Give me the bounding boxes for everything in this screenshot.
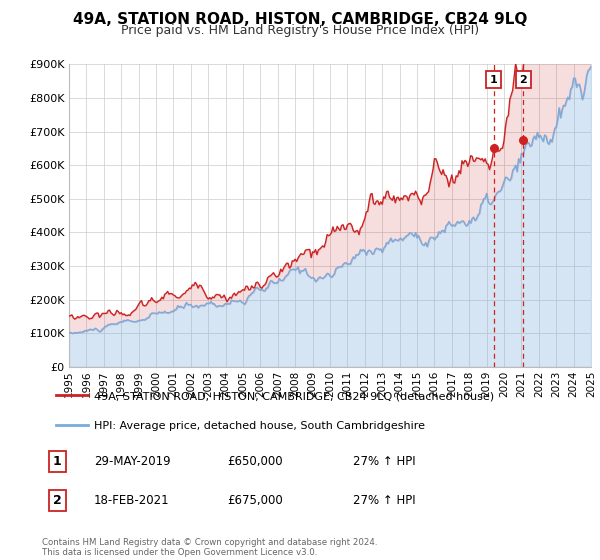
Text: £650,000: £650,000 (227, 455, 283, 468)
Text: 27% ↑ HPI: 27% ↑ HPI (353, 455, 416, 468)
Text: 49A, STATION ROAD, HISTON, CAMBRIDGE, CB24 9LQ: 49A, STATION ROAD, HISTON, CAMBRIDGE, CB… (73, 12, 527, 27)
Text: HPI: Average price, detached house, South Cambridgeshire: HPI: Average price, detached house, Sout… (94, 421, 425, 431)
Text: 1: 1 (490, 74, 497, 85)
Text: £675,000: £675,000 (227, 494, 283, 507)
Text: 2: 2 (53, 494, 62, 507)
Text: 1: 1 (53, 455, 62, 468)
Text: 2: 2 (520, 74, 527, 85)
Text: 27% ↑ HPI: 27% ↑ HPI (353, 494, 416, 507)
Text: 18-FEB-2021: 18-FEB-2021 (94, 494, 169, 507)
Text: Price paid vs. HM Land Registry's House Price Index (HPI): Price paid vs. HM Land Registry's House … (121, 24, 479, 38)
Text: Contains HM Land Registry data © Crown copyright and database right 2024.
This d: Contains HM Land Registry data © Crown c… (42, 538, 377, 557)
Text: 29-MAY-2019: 29-MAY-2019 (94, 455, 170, 468)
Text: 49A, STATION ROAD, HISTON, CAMBRIDGE, CB24 9LQ (detached house): 49A, STATION ROAD, HISTON, CAMBRIDGE, CB… (94, 391, 494, 402)
